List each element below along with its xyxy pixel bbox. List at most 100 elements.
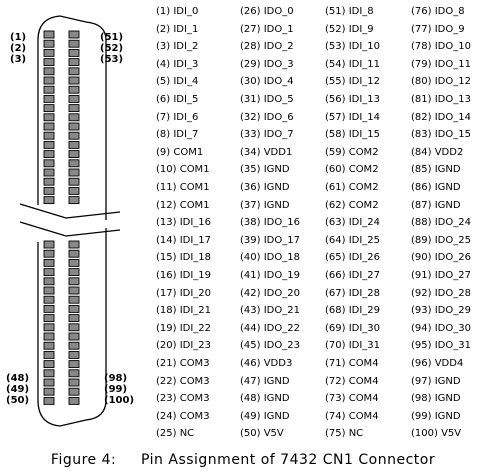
connector-pin bbox=[68, 277, 80, 286]
connector-pin bbox=[68, 350, 80, 359]
break-mark-lower bbox=[19, 221, 121, 237]
pin-assignment: (6) IDI_5 bbox=[156, 94, 199, 105]
pin-assignment: (45) IDO_23 bbox=[240, 340, 300, 352]
connector-pin bbox=[68, 249, 80, 258]
connector-pin bbox=[43, 122, 55, 131]
pin-assignment: (27) IDO_1 bbox=[240, 23, 294, 35]
pin-assignment: (14) IDI_17 bbox=[156, 234, 212, 246]
connector-pin bbox=[68, 369, 80, 378]
pin-assignment: (63) IDI_24 bbox=[325, 217, 381, 229]
connector-pin bbox=[68, 159, 80, 168]
connector-pin bbox=[43, 76, 55, 85]
connector-pin bbox=[68, 332, 80, 341]
label-bottom-left: (48) (49) (50) bbox=[6, 373, 29, 406]
connector-pin bbox=[43, 350, 55, 359]
pin-assignment: (90) IDO_26 bbox=[411, 252, 471, 264]
pin-assignment: (76) IDO_8 bbox=[411, 6, 465, 17]
connector-pin bbox=[68, 85, 80, 94]
pin-assignment: (83) IDO_15 bbox=[411, 129, 471, 141]
pin-assignment: (88) IDO_24 bbox=[411, 217, 471, 229]
pin-assignment: (37) IGND bbox=[240, 199, 290, 211]
connector-pin bbox=[68, 314, 80, 323]
connector-pin bbox=[43, 314, 55, 323]
pin-label: (49) bbox=[6, 384, 30, 395]
connector-pin bbox=[43, 39, 55, 48]
pin-assignment: (28) IDO_2 bbox=[240, 41, 294, 53]
pin-assignment: (20) IDI_23 bbox=[156, 340, 212, 352]
pin-assignment: (98) IGND bbox=[411, 393, 461, 405]
connector-pin bbox=[43, 186, 55, 195]
pin-assignment: (72) COM4 bbox=[325, 375, 379, 387]
pin-label: (53) bbox=[100, 54, 124, 65]
pin-assignment: (38) IDO_16 bbox=[240, 217, 300, 229]
pin-assignment: (9) COM1 bbox=[156, 146, 204, 158]
pin-assignment: (7) IDI_6 bbox=[156, 111, 199, 123]
pin-assignment: (25) NC bbox=[156, 428, 195, 440]
connector-pin bbox=[68, 150, 80, 159]
pin-label: (50) bbox=[6, 395, 30, 406]
pin-assignment: (53) IDI_10 bbox=[325, 41, 381, 53]
connector-pin bbox=[43, 140, 55, 149]
pin-assignment: (57) IDI_14 bbox=[325, 111, 381, 123]
connector-pin bbox=[68, 286, 80, 295]
pin-assignment: (43) IDO_21 bbox=[240, 305, 300, 317]
pin-assignment: (65) IDI_26 bbox=[325, 252, 381, 264]
figure-caption: Figure 4: Pin Assignment of 7432 CN1 Con… bbox=[0, 452, 486, 468]
pin-assignment: (16) IDI_19 bbox=[156, 270, 212, 281]
connector-pin bbox=[68, 196, 80, 205]
pin-assignment: (32) IDO_6 bbox=[240, 111, 294, 123]
pin-assignment: (3) IDI_2 bbox=[156, 41, 199, 53]
connector-pin bbox=[43, 295, 55, 304]
connector-pin bbox=[43, 104, 55, 113]
connector-pin bbox=[68, 48, 80, 57]
pin-assignment: (24) COM3 bbox=[156, 410, 210, 422]
pin-assignment: (64) IDI_25 bbox=[325, 234, 381, 246]
connector-pin bbox=[68, 268, 80, 277]
connector-pin bbox=[68, 341, 80, 350]
connector-outline-bottom bbox=[37, 228, 107, 427]
connector-outline-top bbox=[37, 15, 107, 220]
connector-pin bbox=[43, 113, 55, 122]
connector-pin bbox=[68, 240, 80, 249]
connector-pin bbox=[68, 76, 80, 85]
pin-label: (51) bbox=[100, 32, 124, 43]
connector-pin bbox=[43, 67, 55, 76]
connector-pin bbox=[68, 378, 80, 387]
connector-pin bbox=[43, 332, 55, 341]
pin-label: (99) bbox=[104, 384, 128, 395]
connector-pin bbox=[68, 168, 80, 177]
connector-pin bbox=[43, 131, 55, 140]
pin-assignment: (10) COM1 bbox=[156, 164, 210, 176]
connector-pin bbox=[43, 387, 55, 396]
pin-assignment: (56) IDI_13 bbox=[325, 94, 381, 105]
connector-pin bbox=[43, 360, 55, 369]
connector-pin bbox=[68, 186, 80, 195]
pin-assignment: (67) IDI_28 bbox=[325, 287, 381, 299]
connector-pin bbox=[68, 104, 80, 113]
pin-assignment: (4) IDI_3 bbox=[156, 58, 199, 70]
connector-pin bbox=[68, 387, 80, 396]
pin-assignment: (12) COM1 bbox=[156, 199, 210, 211]
pin-label: (100) bbox=[104, 395, 135, 406]
pin-assignment: (55) IDI_12 bbox=[325, 76, 381, 88]
pin-assignment: (36) IGND bbox=[240, 182, 290, 193]
pin-assignment: (50) V5V bbox=[240, 428, 284, 440]
connector-pin bbox=[68, 58, 80, 67]
connector-pin bbox=[68, 295, 80, 304]
pin-assignment: (100) V5V bbox=[411, 428, 462, 440]
pin-assignment: (54) IDI_11 bbox=[325, 58, 381, 70]
pin-assignment: (59) COM2 bbox=[325, 146, 379, 158]
pin-label: (2) bbox=[10, 43, 27, 54]
pin-assignment: (51) IDI_8 bbox=[325, 6, 374, 17]
pin-assignment: (41) IDO_19 bbox=[240, 270, 300, 281]
pin-assignment: (62) COM2 bbox=[325, 199, 379, 211]
pin-assignment: (94) IDO_30 bbox=[411, 322, 471, 334]
connector-pin bbox=[43, 85, 55, 94]
pin-assignment: (30) IDO_4 bbox=[240, 76, 294, 88]
pin-assignment: (99) IGND bbox=[411, 410, 461, 422]
connector-pin bbox=[43, 159, 55, 168]
connector-pin bbox=[43, 378, 55, 387]
pin-assignment: (52) IDI_9 bbox=[325, 23, 374, 35]
connector-pin bbox=[68, 131, 80, 140]
pin-assignment: (42) IDO_20 bbox=[240, 287, 300, 299]
